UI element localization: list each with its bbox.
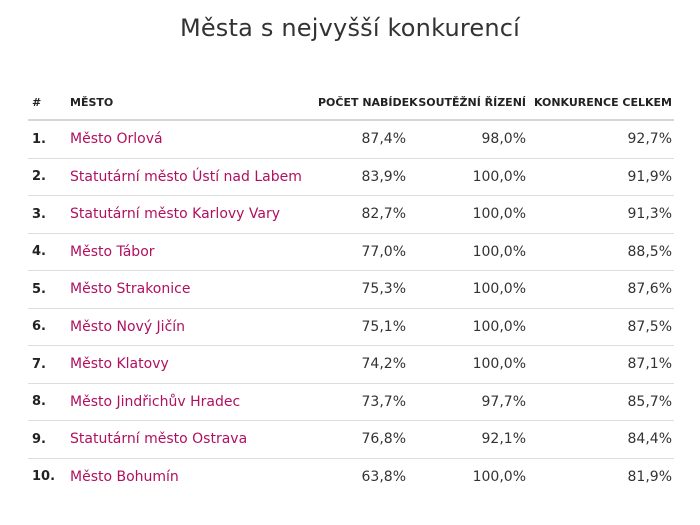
tenders-cell: 97,7% [408,383,528,421]
total-cell: 87,6% [528,270,674,309]
table-row: 3. Statutární město Karlovy Vary 82,7% 100,… [28,195,674,234]
rank-cell: 3. [28,195,70,234]
city-cell: Město Jindřichův Hradec [70,383,318,421]
rank-cell: 4. [28,233,70,271]
rank-cell: 5. [28,270,70,309]
tenders-cell: 100,0% [408,345,528,384]
city-link[interactable]: Město Strakonice [70,281,191,298]
tenders-cell: 92,1% [408,420,528,459]
tenders-cell: 100,0% [408,195,528,234]
col-header-tenders[interactable]: SOUTĚŽNÍ ŘÍZENÍ [408,85,528,121]
rank-cell: 2. [28,158,70,196]
table-row: 9. Statutární město Ostrava 76,8% 92,1% 84,4… [28,420,674,459]
city-cell: Statutární město Ostrava [70,420,318,459]
offers-cell: 82,7% [318,195,408,234]
tenders-cell: 100,0% [408,308,528,346]
city-cell: Město Orlová [70,120,318,159]
rank-cell: 6. [28,308,70,346]
city-link[interactable]: Město Bohumín [70,468,179,485]
tenders-cell: 100,0% [408,233,528,271]
table-row: 2. Statutární město Ústí nad Labem 83,9% 10… [28,158,674,196]
page-title: Města s nejvyšší konkurencí [179,14,521,42]
city-cell: Město Nový Jičín [70,308,318,346]
offers-cell: 77,0% [318,233,408,271]
tenders-cell: 100,0% [472,468,526,485]
offers-cell: 87,4% [318,120,408,159]
col-header-city[interactable]: MĚSTO [70,85,318,121]
offers-cell: 83,9% [318,158,408,196]
total-cell: 92,7% [528,120,674,159]
col-header-offers[interactable]: POČET NABÍDEK [318,85,418,121]
total-cell: 84,4% [528,420,674,459]
city-link[interactable]: Statutární město Karlovy Vary [70,206,281,223]
table-row: 10. Město Bohumín 63,8% 100,0% 81,9% [28,458,674,495]
total-cell: 85,7% [528,383,674,421]
city-cell: Město Tábor [70,233,318,271]
table-row: 4. Město Tábor 77,0% 100,0% 88,5% [28,233,674,271]
total-cell: 87,1% [528,345,674,384]
city-link[interactable]: Statutární město Ústí nad Labem [70,168,302,185]
table-row: 7. Město Klatovy 74,2% 100,0% 87,1% [28,345,674,384]
total-cell: 91,3% [528,195,674,234]
table-row: 6. Město Nový Jičín 75,1% 100,0% 87,5% [28,308,674,346]
col-header-rank[interactable]: # [28,85,70,121]
city-cell: Město Klatovy [70,345,318,384]
tenders-cell: 98,0% [408,120,528,159]
tenders-cell: 100,0% [408,270,528,309]
rank-cell: 1. [28,120,70,159]
rank-cell: 10. [32,469,56,485]
city-link[interactable]: Město Tábor [70,243,155,260]
table-row: 1. Město Orlová 87,4% 98,0% 92,7% [28,120,674,159]
offers-cell: 75,1% [318,308,408,346]
competition-table: # MĚSTO POČET NABÍDEK SOUTĚŽNÍ ŘÍZENÍ KO… [28,85,674,495]
total-cell: 91,9% [528,158,674,196]
offers-cell: 75,3% [318,270,408,309]
offers-cell: 63,8% [361,468,406,485]
city-link[interactable]: Město Orlová [70,131,163,148]
table-body: 1. Město Orlová 87,4% 98,0% 92,7% 2. Statutárn… [28,120,674,495]
table-row: 8. Město Jindřichův Hradec 73,7% 97,7% 85,7% [28,383,674,421]
city-link[interactable]: Statutární město Ostrava [70,431,248,448]
city-cell: Město Bohumín [70,458,318,495]
table-header-row: # MĚSTO POČET NABÍDEK SOUTĚŽNÍ ŘÍZENÍ KO… [28,85,674,121]
rank-cell: 7. [28,345,70,384]
offers-cell: 73,7% [318,383,408,421]
city-link[interactable]: Město Jindřichův Hradec [70,393,241,410]
city-cell: Statutární město Ústí nad Labem [70,158,318,196]
total-cell: 88,5% [528,233,674,271]
city-link[interactable]: Město Nový Jičín [70,318,186,335]
offers-cell: 76,8% [318,420,408,459]
city-cell: Město Strakonice [70,270,318,309]
rank-cell: 9. [28,420,70,459]
city-link[interactable]: Město Klatovy [70,356,169,373]
rank-cell: 8. [28,383,70,421]
city-cell: Statutární město Karlovy Vary [70,195,318,234]
col-header-total[interactable]: KONKURENCE CELKEM [528,85,674,121]
table-row: 5. Město Strakonice 75,3% 100,0% 87,6% [28,270,674,309]
offers-cell: 74,2% [318,345,408,384]
tenders-cell: 100,0% [408,158,528,196]
total-cell: 87,5% [528,308,674,346]
total-cell: 81,9% [627,468,672,485]
